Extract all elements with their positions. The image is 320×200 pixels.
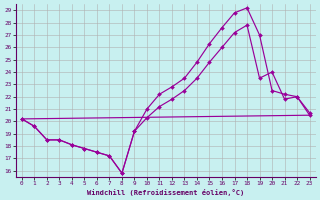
X-axis label: Windchill (Refroidissement éolien,°C): Windchill (Refroidissement éolien,°C)	[87, 189, 244, 196]
